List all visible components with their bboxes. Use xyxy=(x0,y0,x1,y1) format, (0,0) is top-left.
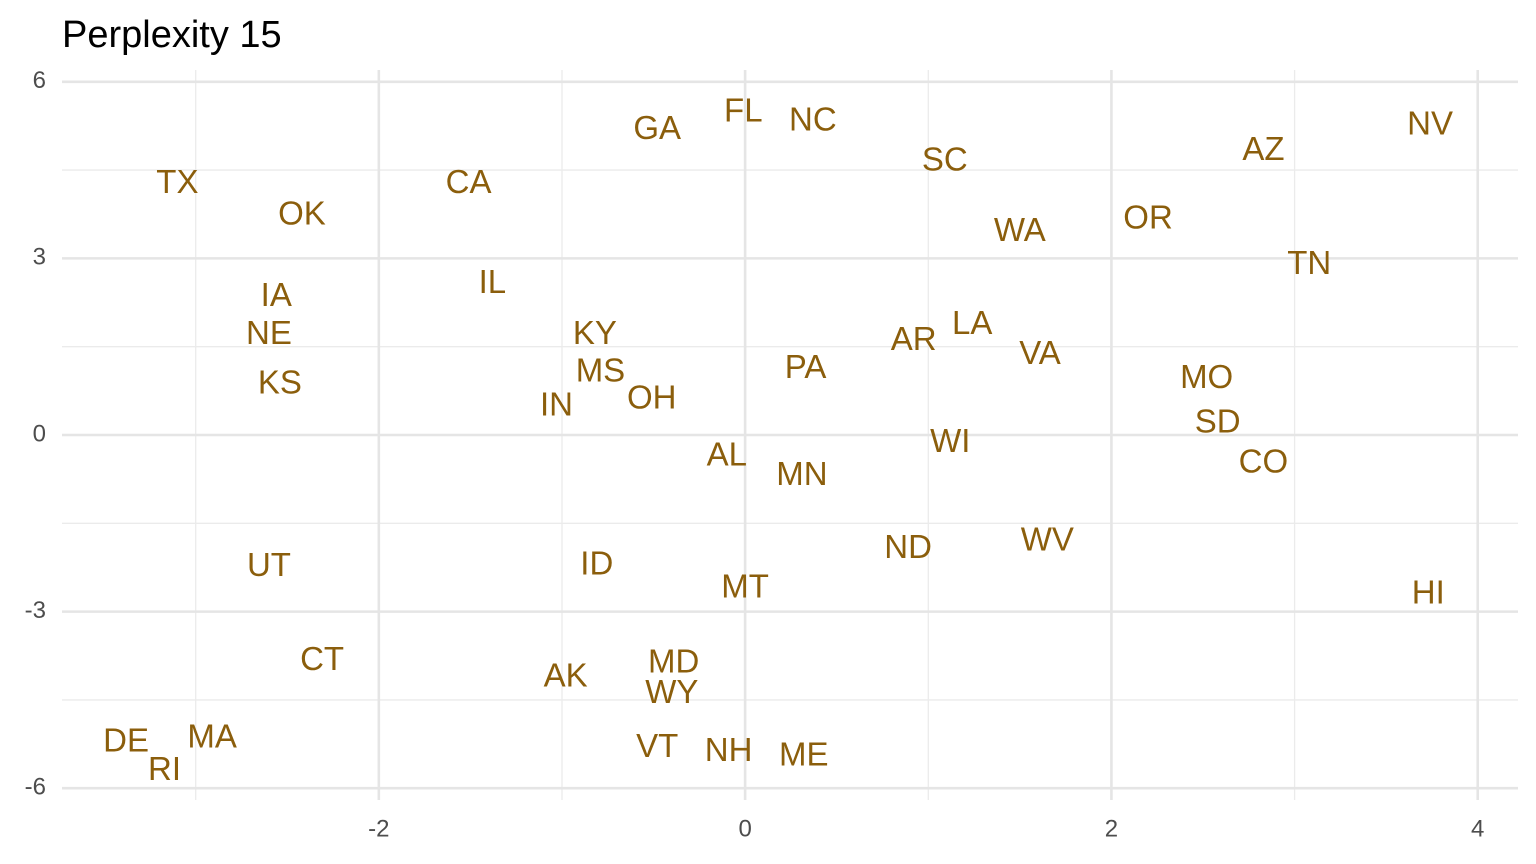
point-label: OR xyxy=(1123,198,1173,235)
y-tick-label: -6 xyxy=(25,774,46,801)
y-tick-label: 3 xyxy=(33,244,46,271)
point-label: VA xyxy=(1019,334,1061,371)
point-label: WV xyxy=(1021,520,1074,557)
point-label: IN xyxy=(540,385,573,422)
point-label: NE xyxy=(246,314,292,351)
point-label: AK xyxy=(544,656,588,693)
point-label: IL xyxy=(479,263,507,300)
point-label: MO xyxy=(1180,358,1233,395)
x-tick-label: 0 xyxy=(738,815,751,842)
y-tick-label: -3 xyxy=(25,597,46,624)
chart-title: Perplexity 15 xyxy=(62,14,282,56)
point-label: FL xyxy=(724,92,763,129)
point-label: TX xyxy=(156,163,198,200)
y-tick-label: 0 xyxy=(33,420,46,447)
point-label: CA xyxy=(446,163,492,200)
x-tick-label: 4 xyxy=(1471,815,1484,842)
x-tick-label: 2 xyxy=(1105,815,1118,842)
point-label: WA xyxy=(994,211,1046,248)
point-label: ND xyxy=(884,528,932,565)
point-label: AZ xyxy=(1242,130,1284,167)
point-label: OK xyxy=(278,195,326,232)
point-label: UT xyxy=(247,546,291,583)
point-label: VT xyxy=(636,727,678,764)
point-label: ME xyxy=(779,736,829,773)
point-label: SC xyxy=(922,141,968,178)
point-label: MD xyxy=(648,643,699,680)
point-label: CT xyxy=(300,640,344,677)
point-label: NH xyxy=(705,731,753,768)
point-label: AL xyxy=(707,436,747,473)
point-label: LA xyxy=(952,304,992,341)
point-label: NV xyxy=(1407,105,1453,142)
point-label: MT xyxy=(721,567,769,604)
point-label: AR xyxy=(891,320,937,357)
point-label: ID xyxy=(580,544,613,581)
y-tick-label: 6 xyxy=(33,67,46,94)
point-label: WY xyxy=(645,673,698,710)
point-label: TN xyxy=(1287,244,1331,281)
point-label: MA xyxy=(187,717,237,754)
point-label: GA xyxy=(633,109,681,146)
point-label: MN xyxy=(776,455,827,492)
point-label: RI xyxy=(148,750,181,787)
point-label: KY xyxy=(573,314,617,351)
point-label: MS xyxy=(576,351,626,388)
point-label: IA xyxy=(261,276,292,313)
point-label: CO xyxy=(1239,443,1289,480)
point-label: OH xyxy=(627,378,677,415)
x-tick-label: -2 xyxy=(368,815,389,842)
point-label: NC xyxy=(789,101,837,138)
point-label: SD xyxy=(1195,403,1241,440)
point-label: WI xyxy=(930,422,970,459)
point-label: HI xyxy=(1412,573,1445,610)
point-label: KS xyxy=(258,364,302,401)
point-label: DE xyxy=(103,722,149,759)
point-label: PA xyxy=(785,348,827,385)
